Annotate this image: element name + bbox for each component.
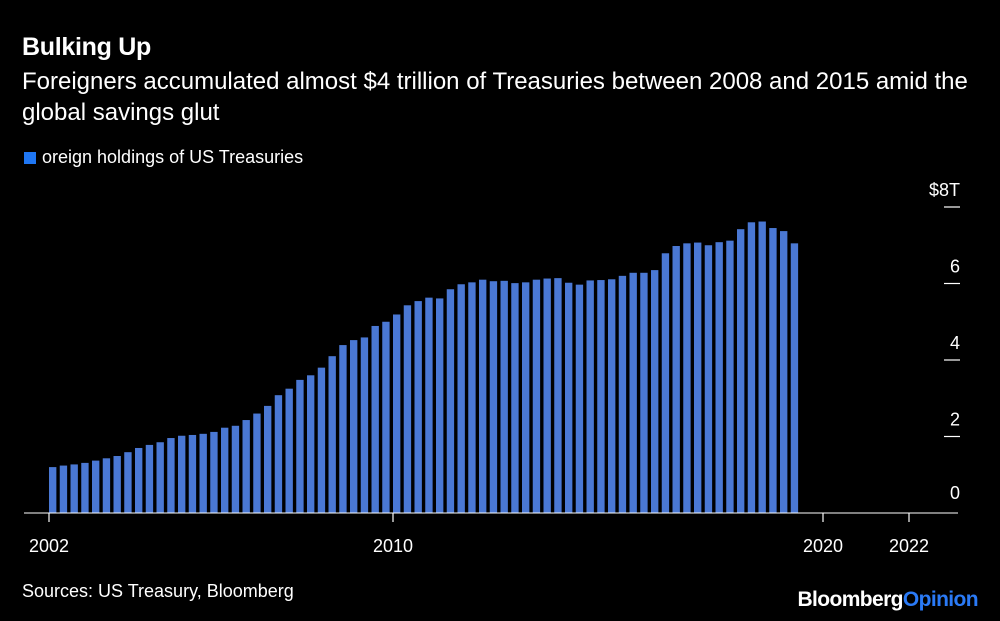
y-tick-label: 6 bbox=[950, 257, 960, 277]
bar bbox=[339, 345, 347, 513]
chart-subtitle: Foreigners accumulated almost $4 trillio… bbox=[22, 68, 968, 126]
bar bbox=[565, 282, 573, 513]
bar bbox=[231, 425, 240, 513]
bar bbox=[371, 325, 379, 513]
bar bbox=[726, 240, 734, 513]
bar bbox=[113, 456, 121, 513]
bar bbox=[274, 395, 283, 513]
bar bbox=[253, 413, 261, 513]
brand-main: Bloomberg bbox=[797, 588, 903, 611]
bar bbox=[210, 431, 218, 513]
bar bbox=[618, 275, 627, 513]
bar bbox=[511, 283, 519, 513]
legend-swatch bbox=[24, 151, 36, 164]
bar bbox=[747, 222, 756, 514]
bar bbox=[221, 427, 229, 513]
bar bbox=[489, 281, 498, 513]
bar bbox=[425, 297, 433, 513]
bar bbox=[769, 228, 777, 514]
bar bbox=[640, 272, 648, 513]
bar bbox=[532, 279, 541, 513]
bar bbox=[479, 279, 487, 513]
bar bbox=[350, 340, 358, 513]
bar bbox=[694, 242, 702, 513]
bar bbox=[500, 280, 508, 513]
bar bbox=[737, 229, 745, 513]
bar bbox=[522, 282, 530, 513]
bar bbox=[135, 447, 143, 513]
bar bbox=[102, 458, 111, 513]
source-note: Sources: US Treasury, Bloomberg bbox=[22, 581, 294, 601]
bar bbox=[167, 438, 175, 513]
bar bbox=[715, 242, 723, 513]
bar bbox=[59, 465, 68, 513]
brand-accent: Opinion bbox=[902, 588, 979, 611]
bar bbox=[586, 280, 594, 513]
bar bbox=[124, 452, 132, 513]
legend: oreign holdings of US Treasuries bbox=[24, 147, 303, 168]
bar bbox=[382, 321, 390, 513]
bar bbox=[468, 282, 476, 513]
x-tick-label: 2020 bbox=[803, 536, 843, 556]
bar bbox=[92, 460, 100, 513]
bar bbox=[704, 245, 713, 513]
bar bbox=[554, 278, 562, 513]
x-tick-label: 2022 bbox=[889, 536, 929, 556]
bar bbox=[264, 405, 272, 513]
x-tick-label: 2002 bbox=[29, 536, 69, 556]
bar bbox=[790, 243, 799, 513]
bar bbox=[360, 337, 369, 513]
bar bbox=[70, 464, 78, 513]
bar bbox=[81, 462, 89, 513]
bar bbox=[651, 270, 659, 513]
chart-title: Bulking Up bbox=[22, 33, 151, 61]
bar bbox=[629, 272, 637, 513]
bar bbox=[575, 284, 584, 513]
bar bbox=[145, 444, 154, 513]
bar bbox=[156, 442, 164, 513]
bar bbox=[242, 420, 250, 513]
bar bbox=[328, 356, 336, 513]
y-tick-label: 0 bbox=[950, 483, 960, 503]
bar bbox=[178, 435, 186, 513]
x-tick-label: 2010 bbox=[373, 536, 413, 556]
bar bbox=[608, 279, 616, 513]
legend-label: oreign holdings of US Treasuries bbox=[42, 147, 304, 167]
bar bbox=[317, 367, 326, 513]
bloomberg-opinion-logo: BloombergOpinion bbox=[797, 588, 978, 612]
y-tick-label: 4 bbox=[950, 333, 960, 353]
bar bbox=[661, 253, 670, 513]
bar bbox=[199, 433, 207, 513]
bar bbox=[446, 289, 455, 513]
bar bbox=[457, 284, 465, 513]
bar bbox=[414, 301, 422, 513]
bar bbox=[296, 379, 304, 513]
y-tick-label: $8T bbox=[929, 180, 960, 200]
bar bbox=[672, 246, 680, 513]
bar bbox=[307, 375, 315, 513]
bar bbox=[188, 434, 197, 513]
bar bbox=[597, 280, 605, 513]
bar bbox=[436, 298, 444, 513]
bar bbox=[393, 314, 401, 513]
bar bbox=[683, 243, 691, 513]
bar bbox=[403, 305, 412, 513]
bar bbox=[285, 388, 293, 513]
bar bbox=[49, 467, 57, 513]
bar bbox=[543, 278, 551, 513]
y-tick-label: 2 bbox=[950, 410, 960, 430]
bar bbox=[780, 231, 788, 513]
bar bbox=[758, 221, 766, 513]
